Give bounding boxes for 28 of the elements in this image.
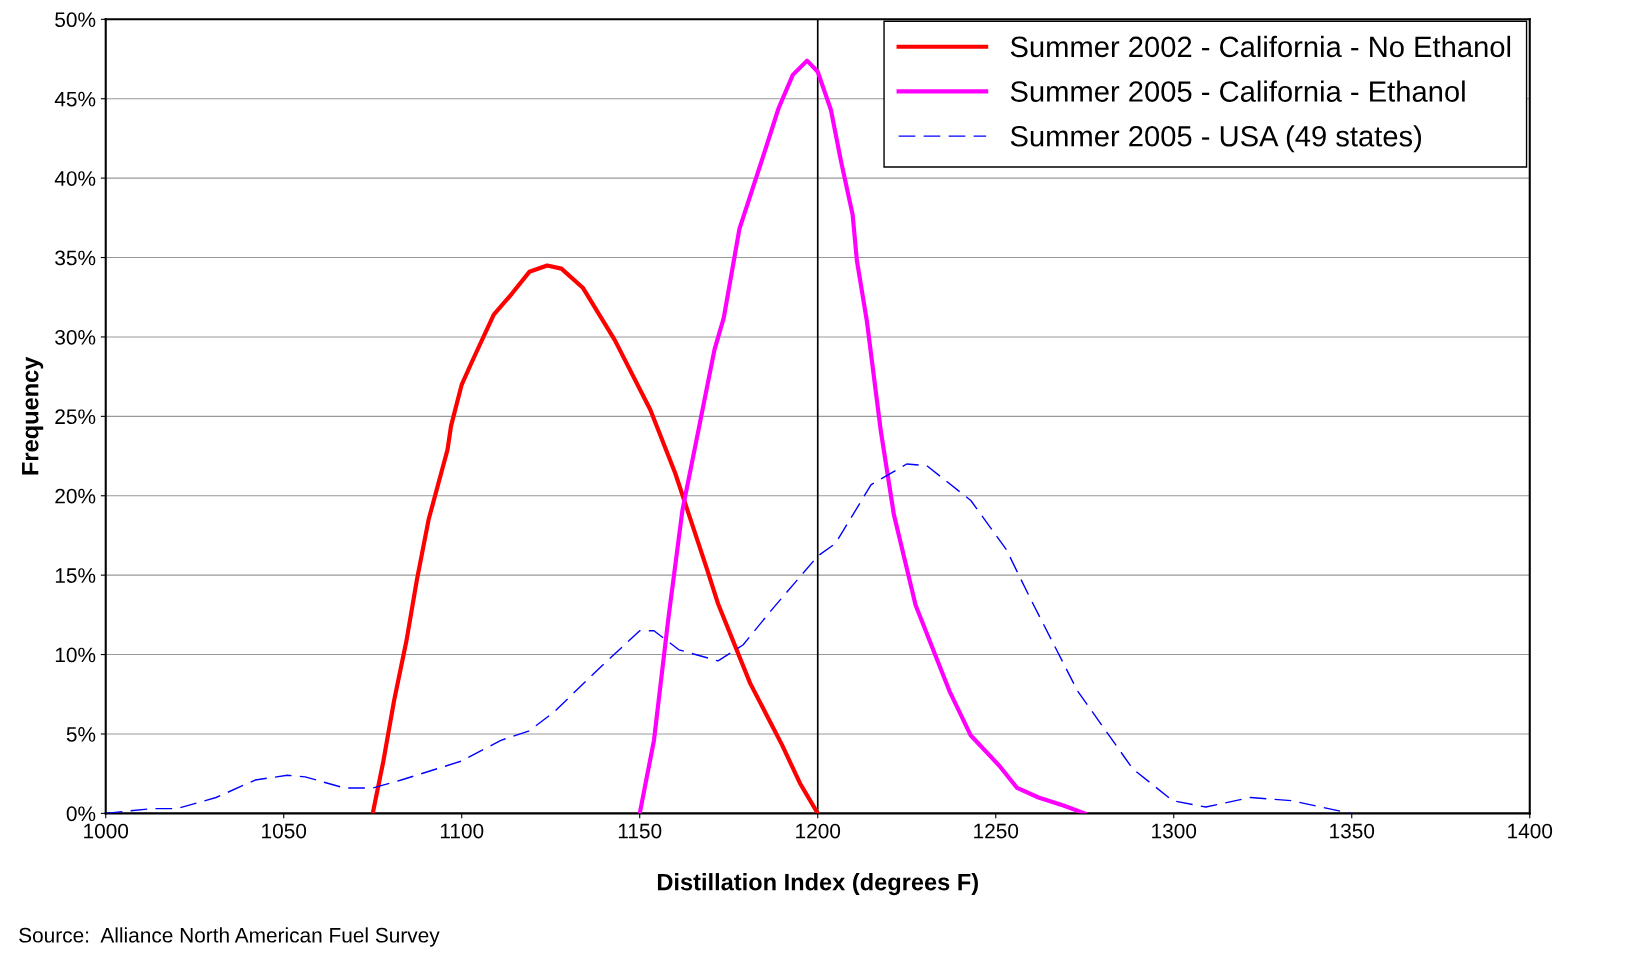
x-tick-label: 1050 — [262, 823, 307, 839]
y-tick-label: 50% — [55, 12, 96, 28]
x-axis-title: Distillation Index (degrees F) — [657, 873, 978, 896]
y-tick-label: 5% — [66, 727, 96, 742]
y-tick-label: 45% — [54, 91, 96, 107]
x-tick-label: 1250 — [974, 823, 1019, 839]
x-tick-label: 1300 — [1152, 823, 1197, 839]
y-tick-label: 25% — [55, 409, 96, 425]
legend-label: Summer 2002 - California - No Ethanol — [1010, 35, 1511, 58]
y-tick-label: 35% — [55, 250, 96, 266]
x-tick-label: 1400 — [1508, 823, 1553, 839]
x-tick-label: 1350 — [1330, 823, 1375, 839]
x-tick-label: 1200 — [796, 823, 841, 839]
x-tick-label: 1150 — [618, 823, 662, 839]
y-tick-label: 40% — [54, 171, 96, 186]
line-series — [370, 263, 820, 814]
legend-label: Summer 2005 - California - Ethanol — [1010, 80, 1465, 102]
y-tick-label: 15% — [55, 568, 96, 583]
legend-label: Summer 2005 - USA (49 states) — [1010, 125, 1422, 153]
y-axis-title: Frequency — [22, 356, 44, 475]
y-tick-label: 30% — [55, 329, 96, 345]
y-tick-label: 20% — [55, 488, 96, 504]
y-tick-label: 0% — [66, 806, 96, 822]
source-note: Source: Alliance North American Fuel Survey — [19, 927, 440, 947]
x-tick-label: 1100 — [440, 823, 484, 839]
line-series — [105, 463, 1352, 814]
y-tick-label: 10% — [55, 647, 96, 663]
x-tick-label: 1000 — [84, 823, 129, 839]
